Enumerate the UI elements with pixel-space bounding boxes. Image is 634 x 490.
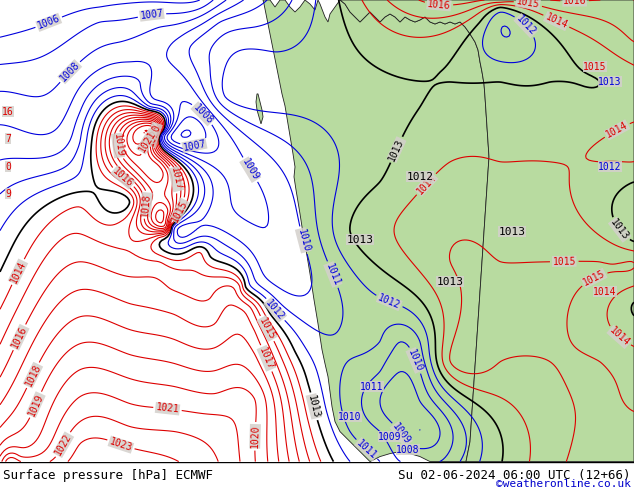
Text: 1011: 1011 (360, 382, 384, 392)
Text: 1010: 1010 (295, 228, 311, 253)
Polygon shape (256, 94, 263, 124)
Text: ©weatheronline.co.uk: ©weatheronline.co.uk (496, 479, 631, 489)
Text: 1012: 1012 (264, 297, 287, 322)
Text: 9: 9 (5, 189, 11, 199)
Text: 1012: 1012 (598, 162, 622, 172)
Text: 1016: 1016 (427, 0, 451, 11)
Text: 1020: 1020 (250, 424, 261, 448)
Text: 1009: 1009 (240, 157, 261, 182)
Text: 1008: 1008 (191, 102, 215, 126)
Text: 1013: 1013 (598, 77, 622, 87)
Text: 1018: 1018 (23, 363, 42, 388)
Text: 1013: 1013 (306, 394, 321, 419)
Text: 1015: 1015 (170, 198, 190, 223)
Text: 1014: 1014 (604, 120, 630, 140)
Text: 1015: 1015 (515, 0, 540, 10)
Text: 1007: 1007 (182, 136, 207, 154)
Text: 1019: 1019 (27, 392, 45, 417)
Text: 1010: 1010 (406, 347, 425, 373)
Text: 1016: 1016 (111, 166, 135, 189)
Text: 16: 16 (2, 107, 14, 117)
Text: 1023: 1023 (108, 436, 134, 453)
Text: 1015: 1015 (583, 62, 607, 72)
Text: 1014: 1014 (8, 259, 27, 285)
Text: 1011: 1011 (355, 438, 379, 461)
Text: 1014: 1014 (607, 325, 631, 348)
Text: 1009: 1009 (391, 422, 412, 446)
Text: 1012: 1012 (377, 292, 402, 311)
Text: Surface pressure [hPa] ECMWF: Surface pressure [hPa] ECMWF (3, 468, 213, 482)
Text: 1014: 1014 (415, 172, 438, 196)
Text: 1018: 1018 (140, 193, 152, 217)
Text: 1021: 1021 (137, 128, 158, 154)
Text: 1013: 1013 (609, 218, 631, 242)
Text: 1016: 1016 (563, 0, 586, 6)
Text: 1014: 1014 (593, 287, 617, 297)
Text: 1012: 1012 (406, 172, 434, 182)
Text: 1012: 1012 (514, 14, 538, 38)
Text: 1015: 1015 (257, 316, 277, 341)
Text: 1022: 1022 (53, 432, 74, 457)
Text: 1013: 1013 (436, 277, 463, 287)
Text: 1013: 1013 (387, 137, 406, 162)
Text: 1019: 1019 (112, 133, 124, 158)
Text: 1015: 1015 (552, 256, 576, 267)
Text: 1011: 1011 (324, 262, 342, 287)
Text: 1015: 1015 (581, 269, 607, 288)
Text: 1006: 1006 (36, 13, 61, 31)
Text: 1008: 1008 (396, 444, 420, 455)
Text: 1020: 1020 (145, 122, 162, 147)
Text: 1007: 1007 (139, 8, 164, 21)
Text: 1010: 1010 (339, 412, 362, 421)
Text: 1014: 1014 (543, 12, 569, 30)
Polygon shape (263, 0, 489, 462)
Text: 1008: 1008 (58, 60, 82, 84)
Text: 1013: 1013 (498, 227, 526, 237)
Text: Su 02-06-2024 06:00 UTC (12+66): Su 02-06-2024 06:00 UTC (12+66) (398, 468, 631, 482)
Text: 1017: 1017 (257, 345, 276, 371)
Polygon shape (340, 0, 634, 462)
Text: 0: 0 (5, 162, 11, 172)
Text: 1017: 1017 (169, 167, 183, 192)
Text: 1009: 1009 (378, 432, 402, 441)
Text: 1016: 1016 (10, 324, 29, 350)
Text: 1021: 1021 (155, 402, 179, 415)
Text: 1013: 1013 (347, 235, 373, 245)
Text: 7: 7 (5, 134, 11, 144)
